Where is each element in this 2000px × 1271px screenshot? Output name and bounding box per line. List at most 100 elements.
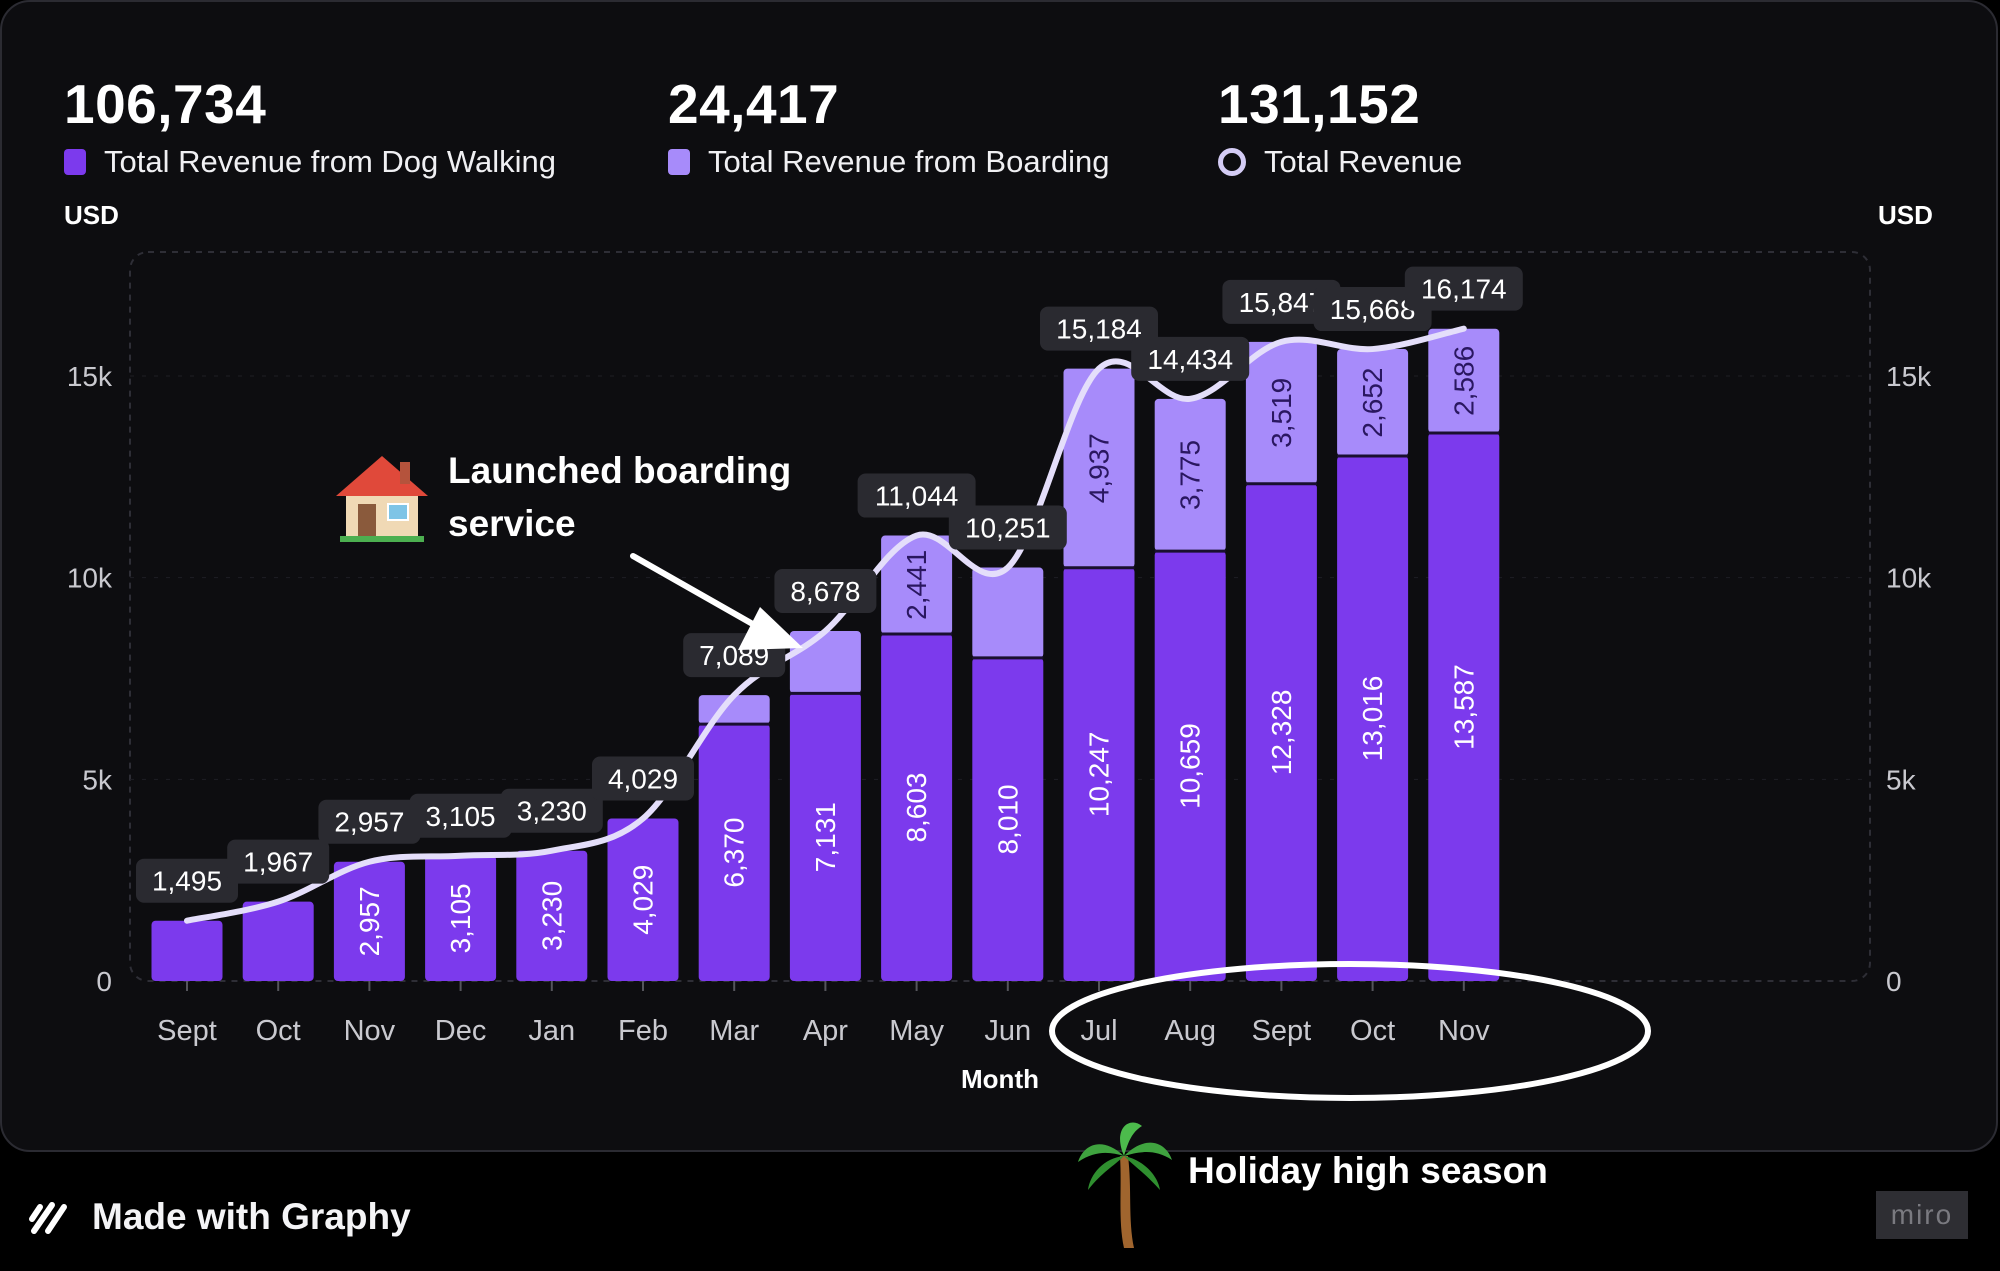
total-label-text: 15,668 bbox=[1330, 294, 1416, 325]
bar-boarding[interactable] bbox=[1337, 349, 1409, 457]
bar-boarding[interactable] bbox=[1245, 341, 1317, 484]
bar-value-label-walking: 7,131 bbox=[810, 802, 841, 872]
holiday-annotation-text: Holiday high season bbox=[1188, 1150, 1548, 1191]
total-label-text: 1,967 bbox=[243, 847, 313, 878]
bar-dog-walking[interactable] bbox=[1063, 567, 1135, 981]
bar-value-label-walking: 10,659 bbox=[1175, 723, 1206, 809]
bar-dog-walking[interactable] bbox=[242, 901, 314, 981]
total-value-label: 2,957 bbox=[318, 799, 421, 844]
bar-dog-walking[interactable] bbox=[698, 724, 770, 981]
total-label-pill bbox=[592, 756, 694, 801]
total-label-pill bbox=[318, 799, 421, 844]
total-label-text: 3,105 bbox=[426, 801, 496, 832]
legend-item-boarding[interactable]: Total Revenue from Boarding bbox=[668, 144, 1110, 180]
total-label-text: 4,029 bbox=[608, 763, 678, 794]
legend-item-dog-walking[interactable]: Total Revenue from Dog Walking bbox=[64, 144, 556, 180]
total-label-pill bbox=[1404, 266, 1523, 311]
x-tick-label: Sept bbox=[1252, 1015, 1312, 1047]
palm-tree-icon bbox=[1078, 1122, 1172, 1248]
total-label-text: 8,678 bbox=[790, 576, 860, 607]
x-tick-label: Jan bbox=[528, 1015, 575, 1047]
bar-value-label-boarding: 2,586 bbox=[1448, 346, 1479, 416]
graphy-logo-icon bbox=[29, 1202, 67, 1234]
house-icon bbox=[336, 456, 428, 542]
bar-dog-walking[interactable] bbox=[1428, 432, 1500, 982]
total-label-pill bbox=[1040, 306, 1158, 351]
legend-label: Total Revenue from Boarding bbox=[708, 144, 1110, 179]
miro-badge[interactable]: miro bbox=[1876, 1191, 1968, 1239]
kpi-value: 131,152 bbox=[1218, 73, 1421, 135]
made-with-graphy-link[interactable]: Made with Graphy bbox=[26, 1196, 411, 1238]
y-tick-label-left: 0 bbox=[96, 966, 112, 997]
kpi-boarding: 24,417 Total Revenue from Boarding bbox=[668, 72, 1110, 180]
total-label-pill bbox=[774, 568, 877, 613]
bar-boarding[interactable] bbox=[789, 630, 861, 694]
total-label-text: 1,495 bbox=[152, 866, 222, 897]
legend-swatch bbox=[668, 149, 690, 175]
x-tick-label: Oct bbox=[1350, 1015, 1395, 1047]
bar-boarding[interactable] bbox=[881, 535, 953, 635]
bar-value-label-walking: 13,016 bbox=[1357, 676, 1388, 762]
bar-dog-walking[interactable] bbox=[789, 693, 861, 981]
total-label-pill bbox=[1131, 336, 1250, 381]
bar-value-label-walking: 8,603 bbox=[901, 772, 932, 842]
total-label-text: 15,184 bbox=[1056, 314, 1142, 345]
bar-dog-walking[interactable] bbox=[425, 855, 497, 981]
bar-dog-walking[interactable] bbox=[1337, 456, 1409, 981]
y-tick-label-right: 5k bbox=[1886, 764, 1917, 795]
kpi-total: 131,152 Total Revenue bbox=[1218, 72, 1462, 180]
total-label-pill bbox=[500, 788, 603, 833]
total-label-text: 2,957 bbox=[334, 807, 404, 838]
bar-dog-walking[interactable] bbox=[881, 634, 953, 981]
total-value-label: 4,029 bbox=[592, 756, 694, 801]
made-with-label: Made with Graphy bbox=[92, 1196, 411, 1237]
bar-value-label-boarding: 2,652 bbox=[1357, 368, 1388, 438]
bar-value-label-walking: 4,029 bbox=[628, 865, 659, 935]
bar-boarding[interactable] bbox=[1063, 368, 1135, 568]
x-tick-label: Nov bbox=[344, 1015, 396, 1047]
total-value-label: 10,251 bbox=[948, 505, 1067, 550]
bar-dog-walking[interactable] bbox=[607, 818, 679, 981]
bar-value-label-walking: 8,010 bbox=[992, 784, 1023, 854]
total-label-pill bbox=[948, 505, 1067, 550]
total-value-label: 3,105 bbox=[409, 793, 512, 838]
bar-dog-walking[interactable] bbox=[1154, 551, 1226, 981]
launch-annotation-line1: Launched boarding bbox=[448, 450, 791, 491]
total-label-pill bbox=[409, 793, 512, 838]
total-label-text: 14,434 bbox=[1147, 344, 1233, 375]
x-tick-label: Aug bbox=[1164, 1015, 1216, 1047]
bar-boarding[interactable] bbox=[1154, 398, 1226, 552]
bar-dog-walking[interactable] bbox=[516, 850, 588, 981]
bar-value-label-walking: 10,247 bbox=[1084, 732, 1115, 818]
bar-dog-walking[interactable] bbox=[151, 920, 223, 981]
y-axis-unit-left: USD bbox=[64, 200, 119, 230]
total-value-label: 15,668 bbox=[1313, 287, 1432, 332]
total-label-pill bbox=[227, 839, 330, 884]
bar-value-label-boarding: 3,775 bbox=[1175, 440, 1206, 510]
legend-label: Total Revenue from Dog Walking bbox=[104, 144, 556, 179]
x-tick-label: Jul bbox=[1080, 1015, 1117, 1047]
x-tick-label: Sept bbox=[157, 1015, 217, 1047]
bar-dog-walking[interactable] bbox=[1245, 483, 1317, 981]
x-tick-label: Apr bbox=[803, 1015, 848, 1047]
bar-boarding[interactable] bbox=[972, 567, 1044, 658]
total-label-text: 10,251 bbox=[965, 513, 1051, 544]
bar-value-label-walking: 12,328 bbox=[1266, 690, 1297, 776]
bar-boarding[interactable] bbox=[1428, 328, 1500, 433]
total-value-label: 1,967 bbox=[227, 839, 330, 884]
total-label-text: 3,230 bbox=[517, 796, 587, 827]
x-tick-label: Dec bbox=[435, 1015, 487, 1047]
legend-item-total[interactable]: Total Revenue bbox=[1218, 144, 1462, 180]
total-label-pill bbox=[857, 473, 976, 518]
total-value-label: 8,678 bbox=[774, 568, 877, 613]
y-tick-label-right: 15k bbox=[1886, 361, 1932, 392]
y-tick-label-right: 0 bbox=[1886, 966, 1902, 997]
bar-dog-walking[interactable] bbox=[333, 861, 405, 981]
x-axis-title: Month bbox=[961, 1064, 1039, 1094]
y-tick-label-left: 10k bbox=[67, 563, 113, 594]
bar-dog-walking[interactable] bbox=[972, 657, 1044, 981]
kpi-dog-walking: 106,734 Total Revenue from Dog Walking bbox=[64, 72, 556, 180]
y-tick-label-left: 15k bbox=[67, 361, 113, 392]
kpi-value: 24,417 bbox=[668, 73, 840, 135]
